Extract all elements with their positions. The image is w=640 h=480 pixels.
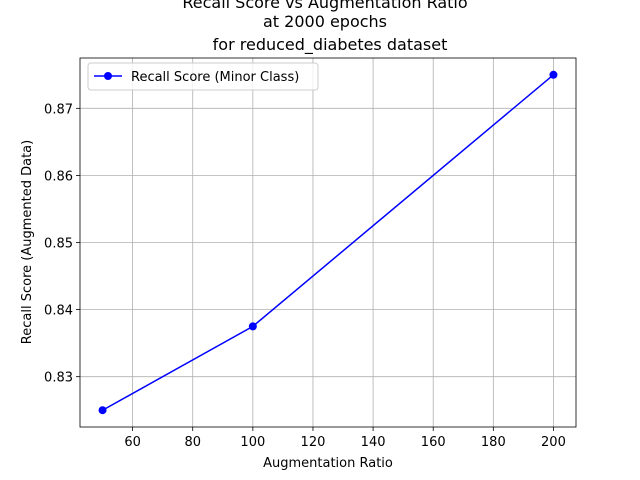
y-axis-label: Recall Score (Augmented Data): [20, 140, 35, 344]
x-tick-label: 160: [421, 435, 446, 450]
data-point: [98, 406, 107, 415]
x-tick-label: 80: [184, 435, 201, 450]
x-tick-label: 120: [301, 435, 326, 450]
x-tick-label: 100: [240, 435, 265, 450]
axis-ticks: 60 80 100 120 140 160 180 200 0.83 0.84 0.85 0.86 0.…: [44, 102, 566, 450]
y-tick-label: 0.84: [44, 304, 73, 319]
legend-box: [87, 62, 319, 91]
chart-title-line-2: at 2000 epochs: [263, 12, 387, 31]
data-point: [248, 322, 257, 331]
x-tick-label: 60: [124, 435, 141, 450]
plot-data: [98, 70, 558, 415]
chart-title-line-1: Recall Score vs Augmentation Ratio: [182, 0, 467, 12]
legend-marker-sample: [104, 72, 112, 80]
grid: [80, 58, 576, 427]
x-tick-label: 140: [361, 435, 386, 450]
y-tick-label: 0.83: [44, 371, 73, 386]
chart-title-line-3: for reduced_diabetes dataset: [213, 35, 448, 55]
y-tick-label: 0.87: [44, 102, 73, 117]
legend-entry-label: Recall Score (Minor Class): [131, 70, 299, 85]
x-tick-label: 180: [481, 435, 506, 450]
y-tick-label: 0.85: [44, 237, 73, 252]
x-tick-label: 200: [541, 435, 566, 450]
legend: Recall Score (Minor Class): [87, 62, 319, 91]
x-axis-label: Augmentation Ratio: [263, 456, 393, 471]
y-tick-label: 0.86: [44, 169, 73, 184]
data-point: [549, 70, 558, 79]
